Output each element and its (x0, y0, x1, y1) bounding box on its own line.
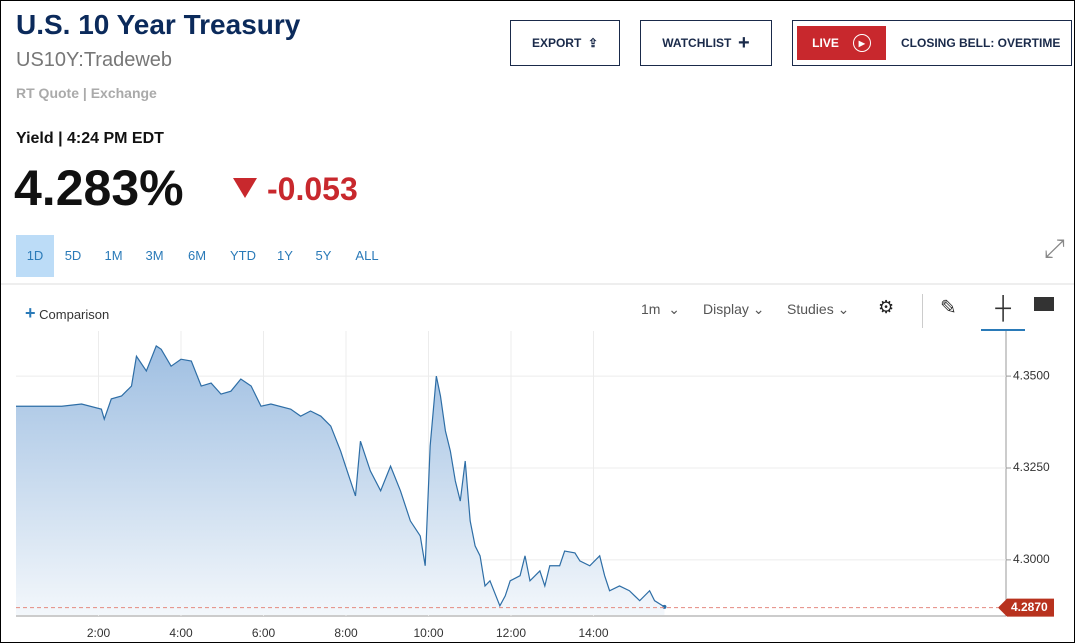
interval[interactable]: 1m ⌄ (641, 301, 680, 317)
comparison-text: Comparison (39, 307, 110, 322)
symbol: US10Y:Tradeweb (16, 49, 173, 71)
price: 4.283% (14, 160, 184, 216)
x-tick-label: 4:00 (169, 626, 193, 640)
range-tab[interactable]: 1Y (277, 248, 293, 263)
range-tab[interactable]: 6M (187, 248, 207, 263)
line (16, 345, 665, 608)
x-tick-label: 10:00 (413, 626, 443, 640)
title: U.S. 10 Year Treasury (16, 9, 301, 40)
range-tab[interactable]: ALL (355, 248, 379, 263)
interval-text: 1m (641, 301, 661, 317)
x-tick-label: 2:00 (87, 626, 111, 640)
range-tab[interactable]: YTD (230, 248, 256, 263)
x-tick-label: 12:00 (496, 626, 526, 640)
export-button[interactable]: EXPORT ⇪ (510, 20, 620, 66)
studies[interactable]: Studies ⌄ (787, 301, 850, 317)
last-point (662, 604, 667, 609)
watchlist-button[interactable]: WATCHLIST + (640, 20, 772, 66)
y-tick-label: 4.3500 (1013, 368, 1050, 382)
live-button[interactable]: LIVE ▶ CLOSING BELL: OVERTIME (792, 20, 1072, 66)
y-tick-label: 4.3000 (1013, 552, 1050, 566)
source: RT Quote | Exchange (16, 85, 157, 101)
comparison[interactable]: + Comparison (25, 303, 110, 323)
area (16, 345, 665, 615)
x-tick-label: 14:00 (578, 626, 608, 640)
live-text: LIVE (812, 36, 839, 50)
y-tick-label: 4.3250 (1013, 460, 1050, 474)
change: -0.053 (267, 171, 358, 207)
range-tab[interactable]: 3M (145, 248, 164, 263)
separator (922, 294, 923, 328)
down-arrow (233, 178, 257, 198)
range-tab[interactable]: 5Y (315, 248, 332, 263)
export-text: EXPORT (531, 36, 582, 50)
draw-icon[interactable]: ✎ (940, 297, 957, 319)
last-price-label: 4.2870 (1011, 600, 1048, 614)
last-price-tag (998, 598, 1054, 617)
range-tab[interactable]: 1D (16, 235, 54, 277)
comment-icon[interactable] (1034, 297, 1054, 311)
range-tab[interactable]: 1M (104, 248, 123, 263)
watchlist-text: WATCHLIST (662, 36, 732, 50)
display-text: Display (703, 301, 749, 317)
x-tick-label: 6:00 (252, 626, 276, 640)
expand-icon[interactable]: ⤢ (1044, 233, 1065, 263)
range-tab[interactable]: 5D (64, 248, 82, 263)
settings-icon[interactable]: ⚙ (878, 297, 895, 317)
crosshair-icon[interactable]: ┼ (981, 295, 1025, 331)
display[interactable]: Display ⌄ (703, 301, 765, 317)
show-text: CLOSING BELL: OVERTIME (901, 36, 1061, 50)
x-tick-label: 8:00 (334, 626, 358, 640)
studies-text: Studies (787, 301, 834, 317)
yield-label: Yield | 4:24 PM EDT (16, 130, 164, 147)
